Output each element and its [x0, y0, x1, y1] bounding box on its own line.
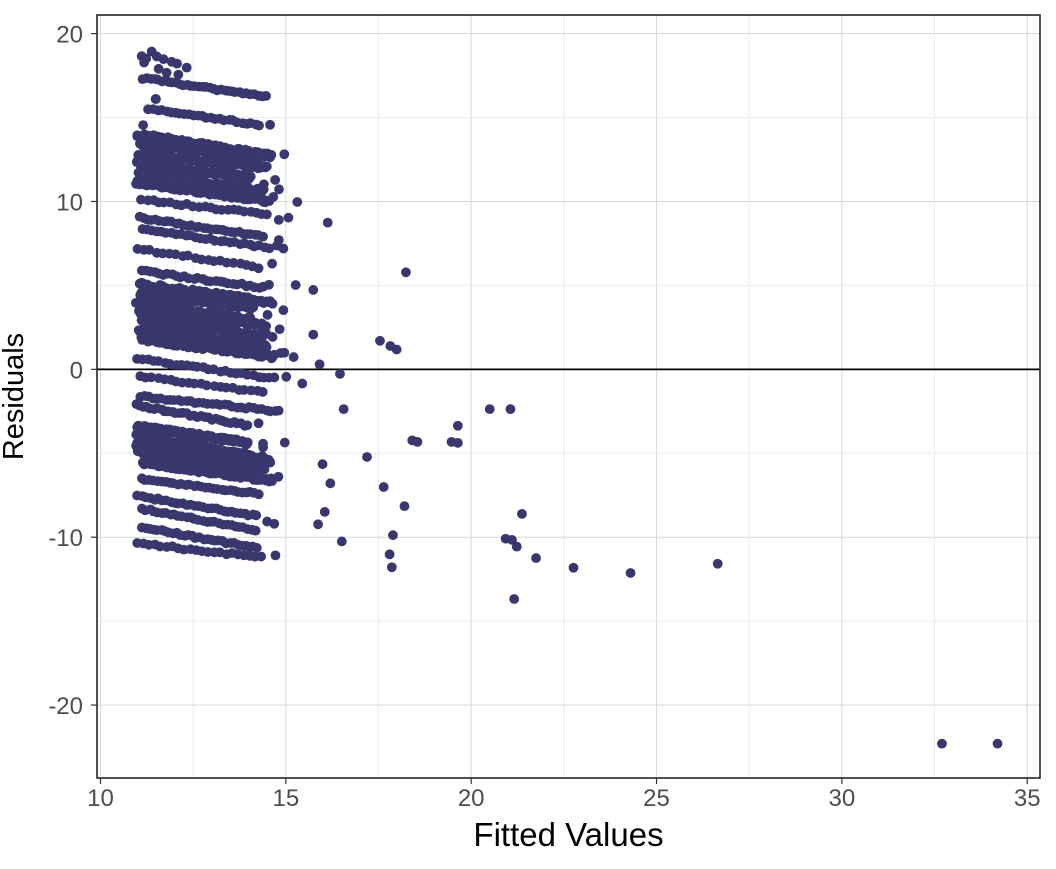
svg-text:Fitted Values: Fitted Values [473, 816, 663, 853]
svg-text:30: 30 [829, 785, 856, 812]
svg-text:25: 25 [643, 785, 670, 812]
svg-text:15: 15 [272, 785, 299, 812]
svg-text:10: 10 [87, 785, 114, 812]
svg-text:-20: -20 [48, 693, 83, 720]
svg-text:20: 20 [458, 785, 485, 812]
svg-text:35: 35 [1014, 785, 1041, 812]
svg-text:-10: -10 [48, 525, 83, 552]
svg-text:Residuals: Residuals [0, 333, 30, 460]
svg-text:10: 10 [56, 189, 83, 216]
svg-text:20: 20 [56, 22, 83, 49]
svg-text:0: 0 [70, 357, 83, 384]
